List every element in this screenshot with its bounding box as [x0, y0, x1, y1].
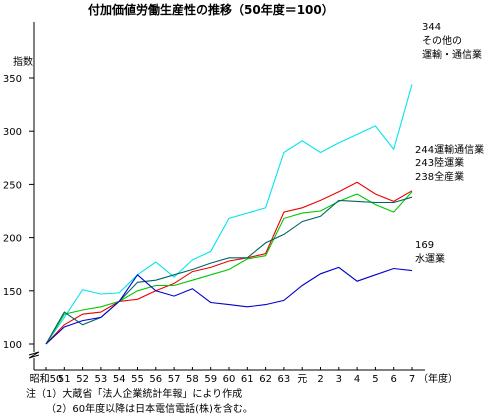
- x-tick-label: 62: [259, 374, 272, 385]
- x-tick-label: 3: [336, 374, 342, 385]
- note-2: （2）60年度以降は日本電信電話(株)を含む。: [46, 402, 253, 415]
- x-tick-label: 59: [204, 374, 217, 385]
- axes: [28, 22, 425, 371]
- series-line: [45, 84, 413, 345]
- series-end-label: 238全産業: [415, 170, 464, 183]
- x-tick-label: 元: [297, 374, 307, 385]
- series-end-value: 344: [422, 22, 441, 33]
- x-tick-label: 7: [409, 374, 415, 385]
- series-end-label: 244運輸通信業: [415, 143, 484, 156]
- x-tick-label: 53: [95, 374, 108, 385]
- series-end-label: 243陸運業: [415, 156, 464, 169]
- y-axis-break: [28, 351, 40, 359]
- y-tick-label: 200: [3, 234, 22, 245]
- x-tick-label: 60: [223, 374, 236, 385]
- y-tick-label: 150: [3, 287, 22, 298]
- x-tick-label: 58: [186, 374, 199, 385]
- x-tick-label: 57: [168, 374, 181, 385]
- x-tick-label: 5: [372, 374, 378, 385]
- series-line: [45, 266, 413, 345]
- x-tick-label: 4: [354, 374, 360, 385]
- series-label: 水運業: [415, 252, 445, 265]
- x-tick-label: 6: [391, 374, 397, 385]
- y-tick-label: 350: [3, 74, 22, 85]
- y-axis-label: 指数: [13, 55, 33, 68]
- y-tick-label: 300: [3, 127, 22, 138]
- x-tick-label: 55: [131, 374, 144, 385]
- series-end-value: 169: [415, 240, 434, 251]
- y-tick-label: 100: [3, 340, 22, 351]
- series-line: [45, 181, 413, 345]
- x-tick-label: 54: [113, 374, 126, 385]
- y-tick-label: 250: [3, 180, 22, 191]
- chart-title: 付加価値労働生産性の推移（50年度＝100）: [88, 2, 334, 17]
- note-1: 注（1）大蔵省「法人企業統計年報」により作成: [26, 387, 242, 400]
- x-tick-label: 56: [149, 374, 162, 385]
- series-line: [45, 191, 413, 345]
- x-tick-label: 61: [241, 374, 254, 385]
- x-tick-label: 52: [76, 374, 89, 385]
- x-tick-label: 51: [58, 374, 71, 385]
- x-tick-label: 昭和50: [30, 373, 63, 385]
- series-label: 運輸・通信業: [422, 48, 482, 61]
- x-tick-label: 63: [278, 374, 291, 385]
- y-axis-ticks: 100 150 200 250 300 350: [3, 74, 34, 351]
- series-label: その他の: [422, 34, 462, 47]
- series-lines: [45, 84, 413, 345]
- x-axis-unit-label: （年度）: [418, 372, 458, 385]
- x-tick-label: 2: [317, 374, 323, 385]
